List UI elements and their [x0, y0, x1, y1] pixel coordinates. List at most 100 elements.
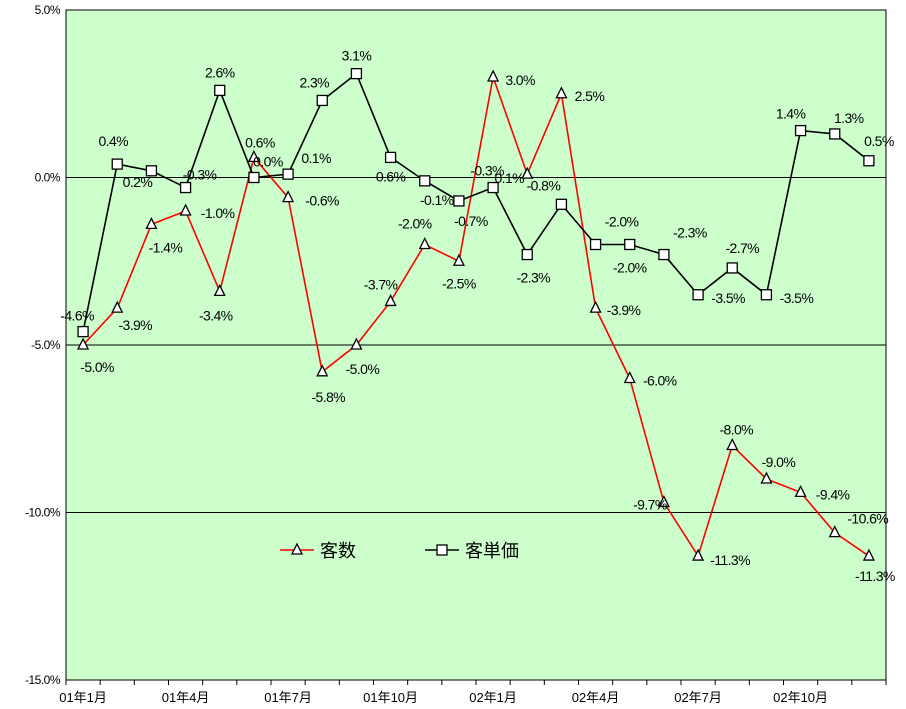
grid-lines [66, 177, 886, 513]
triangle-marker [623, 371, 636, 384]
square-marker [521, 248, 533, 261]
series-lines [77, 68, 875, 561]
square-marker [145, 165, 158, 177]
triangle-marker [213, 283, 226, 297]
y-tick-label: -5.0% [31, 338, 61, 352]
data-label: -2.0% [613, 260, 647, 276]
legend: 客数 客単価 [280, 541, 519, 561]
triangle-marker [350, 337, 363, 350]
x-tick-label: 02年4月 [572, 690, 620, 705]
data-label: -6.0% [643, 373, 677, 389]
data-label: -3.4% [199, 307, 233, 323]
square-marker [77, 325, 89, 338]
data-label: 2.5% [575, 88, 605, 104]
square-marker [453, 195, 465, 207]
triangle-marker [589, 300, 602, 313]
data-label: -2.0% [605, 214, 639, 230]
square-marker [589, 238, 602, 251]
data-label: 2.6% [205, 64, 235, 80]
data-label: -4.6% [60, 308, 94, 324]
data-label: -1.4% [149, 239, 183, 255]
square-marker [555, 198, 568, 210]
x-tick-label: 02年10月 [773, 690, 828, 705]
square-marker [760, 289, 773, 301]
data-label: 0.1% [301, 150, 331, 166]
data-label: -2.0% [398, 216, 432, 232]
data-label: -0.7% [454, 213, 488, 229]
legend-label: 客数 [320, 541, 356, 561]
y-tick-label: -15.0% [25, 673, 61, 687]
square-marker [179, 181, 192, 194]
data-label: -1.0% [201, 205, 235, 221]
y-tick-label: 0.0% [35, 171, 61, 185]
triangle-marker [726, 438, 739, 451]
data-label: -2.5% [442, 275, 476, 291]
data-label: 0.6% [376, 168, 406, 184]
data-label: -3.7% [364, 276, 398, 292]
x-tick-label: 01年10月 [363, 690, 418, 705]
triangle-marker [487, 69, 500, 82]
data-label: -3.9% [607, 302, 641, 318]
data-label: -9.0% [762, 454, 796, 470]
x-tick-label: 01年7月 [264, 690, 312, 705]
data-label: -0.3% [470, 163, 504, 179]
data-label: 3.1% [342, 48, 372, 64]
data-label: -5.0% [80, 359, 114, 375]
square-marker [316, 94, 328, 107]
square-marker [658, 248, 670, 261]
triangle-marker [111, 300, 124, 313]
triangle-marker [418, 237, 431, 250]
legend-label: 客単価 [465, 541, 519, 561]
data-label: -0.1% [420, 192, 454, 208]
data-label: -3.5% [711, 290, 745, 306]
triangle-marker [828, 525, 841, 538]
data-label: -2.7% [725, 240, 759, 256]
legend-square-marker [436, 544, 448, 556]
data-label: -9.4% [816, 486, 850, 502]
data-label: -5.0% [346, 361, 380, 377]
data-labels: -5.0%-3.9%-1.4%-1.0%-3.4%0.6%-0.6%-5.8%-… [60, 48, 895, 584]
square-marker [282, 168, 294, 180]
data-label: -11.3% [710, 552, 750, 568]
triangle-marker [145, 216, 158, 230]
square-marker [214, 84, 226, 97]
series-line [82, 72, 870, 332]
x-tick-label: 02年7月 [674, 690, 722, 705]
triangle-marker [862, 548, 875, 561]
data-label: -11.3% [855, 568, 895, 584]
y-tick-label: -10.0% [25, 506, 61, 520]
data-label: 1.4% [776, 106, 806, 122]
square-marker [384, 151, 397, 164]
triangle-marker [316, 364, 329, 377]
x-tick-label: 02年1月 [469, 690, 517, 705]
square-marker [419, 175, 431, 187]
x-tick-label: 01年1月 [59, 690, 107, 705]
square-marker [350, 68, 363, 80]
data-label: -3.9% [118, 317, 152, 333]
triangle-marker [384, 293, 397, 307]
triangle-marker [555, 86, 568, 99]
triangle-marker [452, 253, 465, 266]
triangle-marker [179, 203, 192, 216]
data-label: 0.1% [494, 170, 524, 186]
data-label: 0.2% [123, 174, 153, 190]
square-marker [863, 155, 875, 167]
data-label: -0.6% [305, 193, 339, 209]
data-label: -0.3% [183, 167, 217, 183]
legend-triangle-marker [290, 542, 304, 555]
triangle-marker [77, 337, 90, 350]
data-label: -0.8% [527, 177, 561, 193]
square-marker [726, 262, 738, 274]
data-label: 0.0% [253, 154, 283, 170]
data-label: -8.0% [719, 422, 753, 438]
y-tick-label: 5.0% [35, 3, 61, 17]
triangle-marker [521, 166, 534, 179]
triangle-marker [247, 149, 260, 163]
data-label: 0.4% [98, 133, 128, 149]
data-label: -2.3% [673, 225, 707, 241]
data-label: 2.3% [299, 74, 329, 90]
square-marker [624, 238, 636, 251]
square-marker [487, 181, 499, 194]
data-label: -3.5% [780, 290, 814, 306]
triangle-marker [692, 548, 705, 561]
